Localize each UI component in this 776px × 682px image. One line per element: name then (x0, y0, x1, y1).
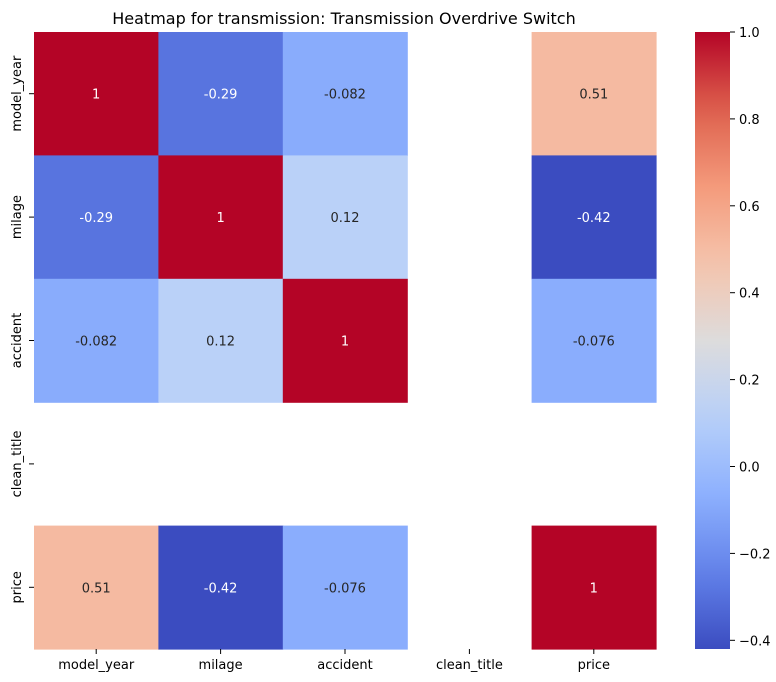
heatmap-cell (531, 525, 657, 650)
x-tick-label: accident (317, 658, 372, 673)
colorbar-tick-label: −0.4 (739, 634, 771, 649)
cell-value-label: 1 (341, 335, 349, 350)
cell-value-label: -0.29 (204, 88, 238, 103)
heatmap-cell (34, 32, 159, 156)
cell-value-label: 0.51 (579, 88, 608, 103)
cell-value-label: 1 (92, 88, 100, 103)
cell-value-label: 0.51 (82, 581, 111, 596)
colorbar-tick-label: 0.6 (739, 200, 760, 215)
cell-value-label: -0.076 (324, 581, 366, 596)
heatmap-cell (158, 155, 284, 280)
chart-title: Heatmap for transmission: Transmission O… (112, 9, 575, 28)
x-tick-label: clean_title (436, 658, 503, 673)
colorbar-tick-label: 1.0 (739, 26, 760, 41)
cell-value-label: 0.12 (206, 335, 235, 350)
cell-value-label: -0.29 (79, 211, 113, 226)
cell-value-label: 1 (590, 581, 598, 596)
heatmap-cell (282, 278, 408, 403)
heatmap-cell (158, 32, 284, 156)
colorbar-tick-label: 0.2 (739, 374, 760, 389)
x-tick-label: model_year (58, 658, 135, 673)
cell-value-label: 0.12 (331, 211, 360, 226)
heatmap-cells: 1 -0.29 -0.082 0.51 -0.29 1 0.12 -0.42 -0.082 0.1… (34, 32, 657, 650)
colorbar-tick-label: −0.2 (739, 547, 771, 562)
heatmap-cell (531, 32, 657, 156)
colorbar: 1.0 0.8 0.6 0.4 0.2 0.0 −0.2 −0.4 (695, 26, 771, 649)
colorbar-gradient (695, 32, 730, 649)
y-tick-label: clean_title (10, 430, 25, 497)
y-tick-label: milage (10, 195, 25, 239)
heatmap-cell (34, 278, 159, 403)
cell-value-label: -0.076 (573, 335, 615, 350)
x-tick-label: price (578, 658, 610, 673)
colorbar-tick-label: 0.4 (739, 287, 760, 302)
cell-value-label: -0.42 (204, 581, 238, 596)
heatmap-cell (531, 155, 657, 280)
colorbar-tick-label: 0.0 (739, 461, 760, 476)
cell-value-label: -0.42 (577, 211, 611, 226)
heatmap-cell (531, 278, 657, 403)
heatmap-cell (34, 525, 159, 650)
cell-value-label: 1 (216, 211, 224, 226)
heatmap-cell (34, 155, 159, 280)
heatmap-cell (158, 525, 284, 650)
heatmap-cell (282, 155, 408, 280)
heatmap-cell (158, 278, 284, 403)
y-tick-label: model_year (10, 55, 25, 132)
heatmap-cell (282, 32, 408, 156)
colorbar-tick-label: 0.8 (739, 113, 760, 128)
x-axis: model_year milage accident clean_title price (58, 649, 610, 673)
cell-value-label: -0.082 (324, 88, 366, 103)
y-tick-label: accident (10, 313, 25, 368)
cell-value-label: -0.082 (75, 335, 117, 350)
y-tick-label: price (10, 571, 25, 603)
x-tick-label: milage (199, 658, 243, 673)
heatmap-cell (282, 525, 408, 650)
